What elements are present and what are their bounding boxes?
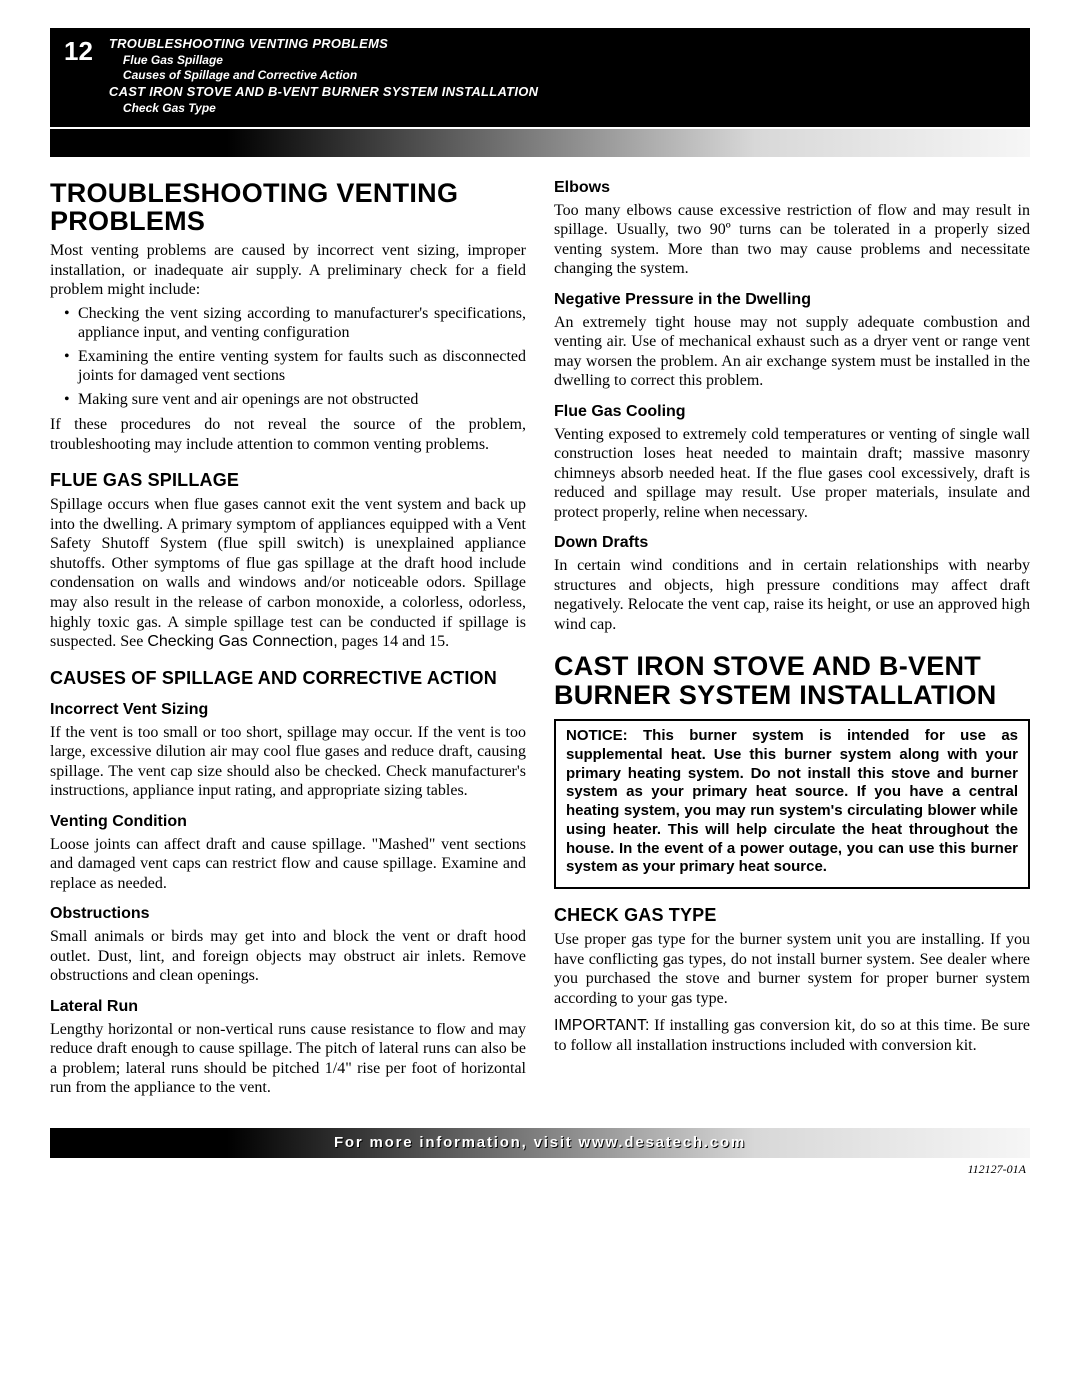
paragraph: Too many elbows cause excessive restrict… [554,201,1030,279]
subheading-elbows: Elbows [554,179,1030,197]
section-title-troubleshooting: TROUBLESHOOTING VENTING PROBLEMS [50,179,526,236]
right-column: Elbows Too many elbows cause excessive r… [554,179,1030,1102]
subheading-flue-gas-cooling: Flue Gas Cooling [554,403,1030,421]
notice-text: NOTICE: This burner system is intended f… [566,727,1018,877]
paragraph: Spillage occurs when flue gases cannot e… [50,495,526,651]
heading-causes: CAUSES OF SPILLAGE AND CORRECTIVE ACTION [50,668,526,689]
text-run: Spillage occurs when flue gases cannot e… [50,496,526,650]
intro-paragraph: Most venting problems are caused by inco… [50,241,526,300]
subheading-incorrect-vent-sizing: Incorrect Vent Sizing [50,701,526,719]
header-line: Flue Gas Spillage [109,53,538,69]
subheading-venting-condition: Venting Condition [50,813,526,831]
list-item: Examining the entire venting system for … [64,347,526,386]
check-list: Checking the vent sizing according to ma… [50,304,526,410]
text-run: pages 14 and 15. [338,633,450,650]
section-title-installation: CAST IRON STOVE AND B-VENT BURNER SYSTEM… [554,652,1030,709]
footer-text: For more information, visit www.desatech… [334,1134,746,1151]
notice-box: NOTICE: This burner system is intended f… [554,719,1030,889]
paragraph: Lengthy horizontal or non-vertical runs … [50,1020,526,1098]
paragraph: Use proper gas type for the burner syste… [554,930,1030,1008]
header-toc: TROUBLESHOOTING VENTING PROBLEMS Flue Ga… [109,36,538,117]
document-id: 112127-01A [50,1158,1030,1177]
list-item: Making sure vent and air openings are no… [64,390,526,410]
important-label: IMPORTANT: [554,1017,649,1034]
gradient-divider [50,129,1030,157]
list-item: Checking the vent sizing according to ma… [64,304,526,343]
header-line: Check Gas Type [109,101,538,117]
paragraph: If the vent is too small or too short, s… [50,723,526,801]
header-block: 12 TROUBLESHOOTING VENTING PROBLEMS Flue… [50,28,1030,127]
heading-check-gas-type: CHECK GAS TYPE [554,905,1030,926]
subheading-lateral-run: Lateral Run [50,998,526,1016]
page-number: 12 [64,36,93,64]
paragraph: Venting exposed to extremely cold temper… [554,425,1030,523]
subheading-negative-pressure: Negative Pressure in the Dwelling [554,291,1030,309]
left-column: TROUBLESHOOTING VENTING PROBLEMS Most ve… [50,179,526,1102]
header-line: Causes of Spillage and Corrective Action [109,68,538,84]
header-line: CAST IRON STOVE AND B-VENT BURNER SYSTEM… [109,84,538,101]
inline-ref: Checking Gas Connection, [147,633,337,650]
paragraph: IMPORTANT: If installing gas conversion … [554,1016,1030,1055]
subheading-down-drafts: Down Drafts [554,534,1030,552]
paragraph: Loose joints can affect draft and cause … [50,835,526,894]
header-line: TROUBLESHOOTING VENTING PROBLEMS [109,36,538,53]
paragraph: Small animals or birds may get into and … [50,927,526,986]
paragraph: In certain wind conditions and in certai… [554,556,1030,634]
subheading-obstructions: Obstructions [50,905,526,923]
heading-flue-gas-spillage: FLUE GAS SPILLAGE [50,470,526,491]
paragraph: If these procedures do not reveal the so… [50,415,526,454]
footer-bar: For more information, visit www.desatech… [50,1128,1030,1158]
paragraph: An extremely tight house may not supply … [554,313,1030,391]
